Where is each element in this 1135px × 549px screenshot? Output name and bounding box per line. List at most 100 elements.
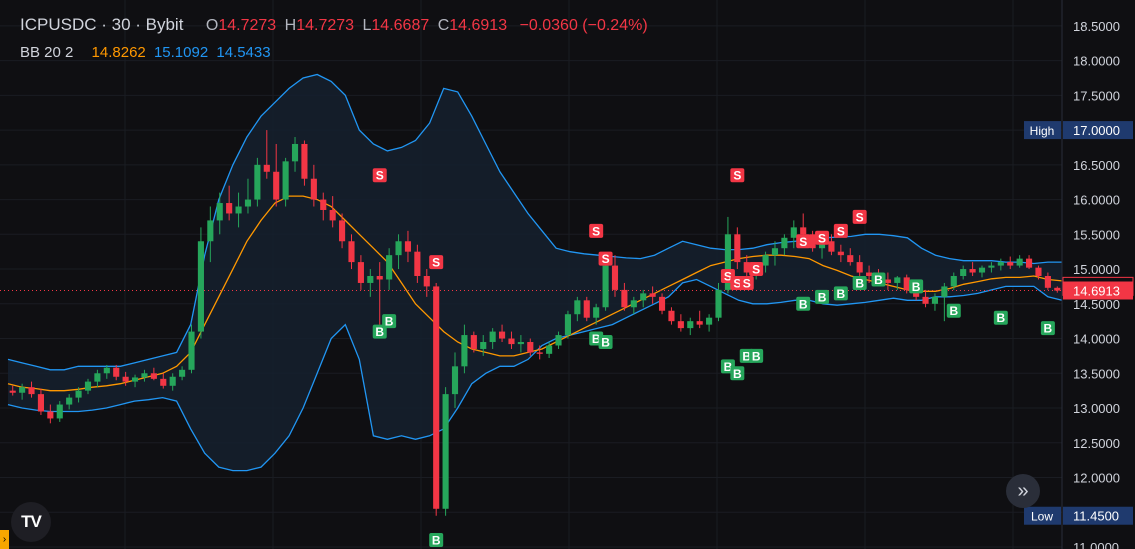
candle-body-21 — [207, 220, 214, 242]
candles — [9, 130, 1061, 516]
signal-letter-15: B — [733, 367, 742, 381]
signal-letter-28: B — [949, 304, 958, 318]
sell-signal-21: S — [852, 209, 867, 224]
candle-body-34 — [329, 209, 336, 221]
signal-letter-7: B — [592, 332, 601, 346]
price-label-box-2 — [1063, 281, 1133, 300]
candle-body-59 — [564, 314, 571, 336]
signal-marker-6 — [589, 223, 604, 238]
change-value: −0.0360 (−0.24%) — [519, 17, 648, 34]
candle-body-90 — [856, 262, 863, 273]
candle-body-43 — [414, 251, 421, 276]
low-value: 14.6687 — [371, 17, 430, 34]
signal-marker-22 — [796, 296, 811, 311]
price-label-value-2: 14.6913 — [1073, 284, 1120, 299]
buy-signal-26: B — [871, 272, 886, 287]
price-label-value-0: 17.0000 — [1073, 123, 1120, 138]
tradingview-logo[interactable]: TV — [11, 502, 51, 542]
bb-basis-value: 14.8262 — [91, 44, 146, 61]
indicator-name[interactable]: BB 20 2 — [20, 44, 74, 61]
candle-body-47 — [451, 366, 459, 395]
candle-body-32 — [310, 178, 317, 200]
signal-letter-23: B — [818, 290, 827, 304]
signal-marker-26 — [871, 272, 886, 287]
candle-body-80 — [762, 255, 769, 266]
bb-upper-value: 15.1092 — [153, 44, 209, 61]
price-label-text-0: High — [1030, 124, 1055, 138]
open-value: 14.7273 — [218, 17, 277, 34]
price-label-box-3 — [1063, 506, 1133, 525]
candle-body-72 — [687, 321, 694, 329]
candle-body-101 — [960, 269, 967, 276]
candle-body-6 — [66, 397, 73, 405]
signal-marker-15 — [730, 366, 745, 381]
candle-body-1 — [19, 387, 26, 393]
signal-letter-5: S — [602, 252, 610, 266]
candle-body-94 — [894, 277, 901, 283]
symbol-title[interactable]: ICPUSDC · 30 · Bybit — [20, 15, 184, 34]
buy-signal-1: B — [372, 324, 387, 339]
candle-body-48 — [461, 335, 468, 367]
sell-signal-12: S — [749, 262, 764, 277]
price-axis[interactable]: 18.5000 18.0000 17.5000 17.0000 16.5000 16.00… — [1024, 0, 1135, 549]
signal-marker-1 — [372, 324, 387, 339]
y-tick-label-12: 12.5000 — [1073, 436, 1120, 451]
candle-body-30 — [291, 143, 299, 162]
signal-letter-24: B — [837, 287, 846, 301]
candle-body-71 — [677, 321, 684, 329]
candle-body-76 — [724, 234, 731, 290]
signal-letter-22: B — [799, 297, 808, 311]
buy-signal-15: B — [730, 366, 745, 381]
signal-marker-21 — [852, 209, 867, 224]
candle-body-23 — [226, 203, 233, 214]
y-tick-label-15: 11.0000 — [1073, 540, 1119, 549]
signal-marker-2 — [382, 314, 397, 329]
candle-body-49 — [470, 335, 477, 349]
open-label: O — [205, 17, 219, 34]
indicator-legend[interactable]: BB 20 2 14.8262 15.1092 14.5433 — [20, 44, 275, 61]
buy-signal-22: B — [796, 296, 811, 311]
bollinger-basis-line — [7, 195, 1063, 392]
candle-body-35 — [339, 220, 346, 242]
y-tick-label-4: 16.5000 — [1073, 158, 1120, 173]
y-tick-label-10: 13.5000 — [1073, 366, 1120, 381]
y-tick-label-8: 14.5000 — [1073, 297, 1120, 312]
corner-tab-icon[interactable]: › — [0, 530, 9, 549]
signal-marker-12 — [749, 262, 764, 277]
candle-body-44 — [423, 276, 430, 287]
signal-letter-2: B — [385, 315, 394, 329]
sell-signal-19: S — [815, 230, 830, 245]
candle-body-58 — [555, 335, 562, 346]
candle-body-66 — [630, 300, 637, 308]
candle-body-55 — [527, 342, 534, 353]
signal-marker-18 — [796, 234, 811, 249]
candle-body-51 — [489, 331, 496, 343]
candle-body-77 — [734, 234, 741, 263]
candle-body-24 — [235, 206, 242, 214]
candle-body-42 — [404, 241, 412, 252]
candle-body-8 — [84, 381, 92, 391]
signal-letter-25: B — [855, 276, 864, 290]
candle-body-69 — [658, 296, 666, 311]
signal-letter-26: B — [874, 273, 883, 287]
candle-body-95 — [903, 277, 910, 290]
candle-body-63 — [602, 265, 609, 308]
candle-body-104 — [988, 265, 995, 268]
signal-marker-13 — [730, 168, 745, 183]
signal-marker-28 — [946, 303, 961, 318]
candle-body-75 — [715, 289, 722, 318]
signal-letter-11: S — [743, 276, 751, 290]
signal-letter-27: B — [912, 280, 921, 294]
candle-body-13 — [131, 377, 139, 382]
signal-letter-29: B — [996, 311, 1005, 325]
double-chevron-right-icon[interactable]: » — [1006, 474, 1040, 508]
signal-marker-0 — [372, 168, 387, 183]
candle-body-52 — [499, 331, 506, 339]
signal-marker-19 — [815, 230, 830, 245]
buy-signal-4: B — [429, 533, 444, 548]
signal-letter-10: S — [733, 276, 741, 290]
candle-body-64 — [611, 265, 619, 290]
candle-body-83 — [790, 227, 797, 238]
y-tick-label-11: 13.0000 — [1073, 401, 1120, 416]
